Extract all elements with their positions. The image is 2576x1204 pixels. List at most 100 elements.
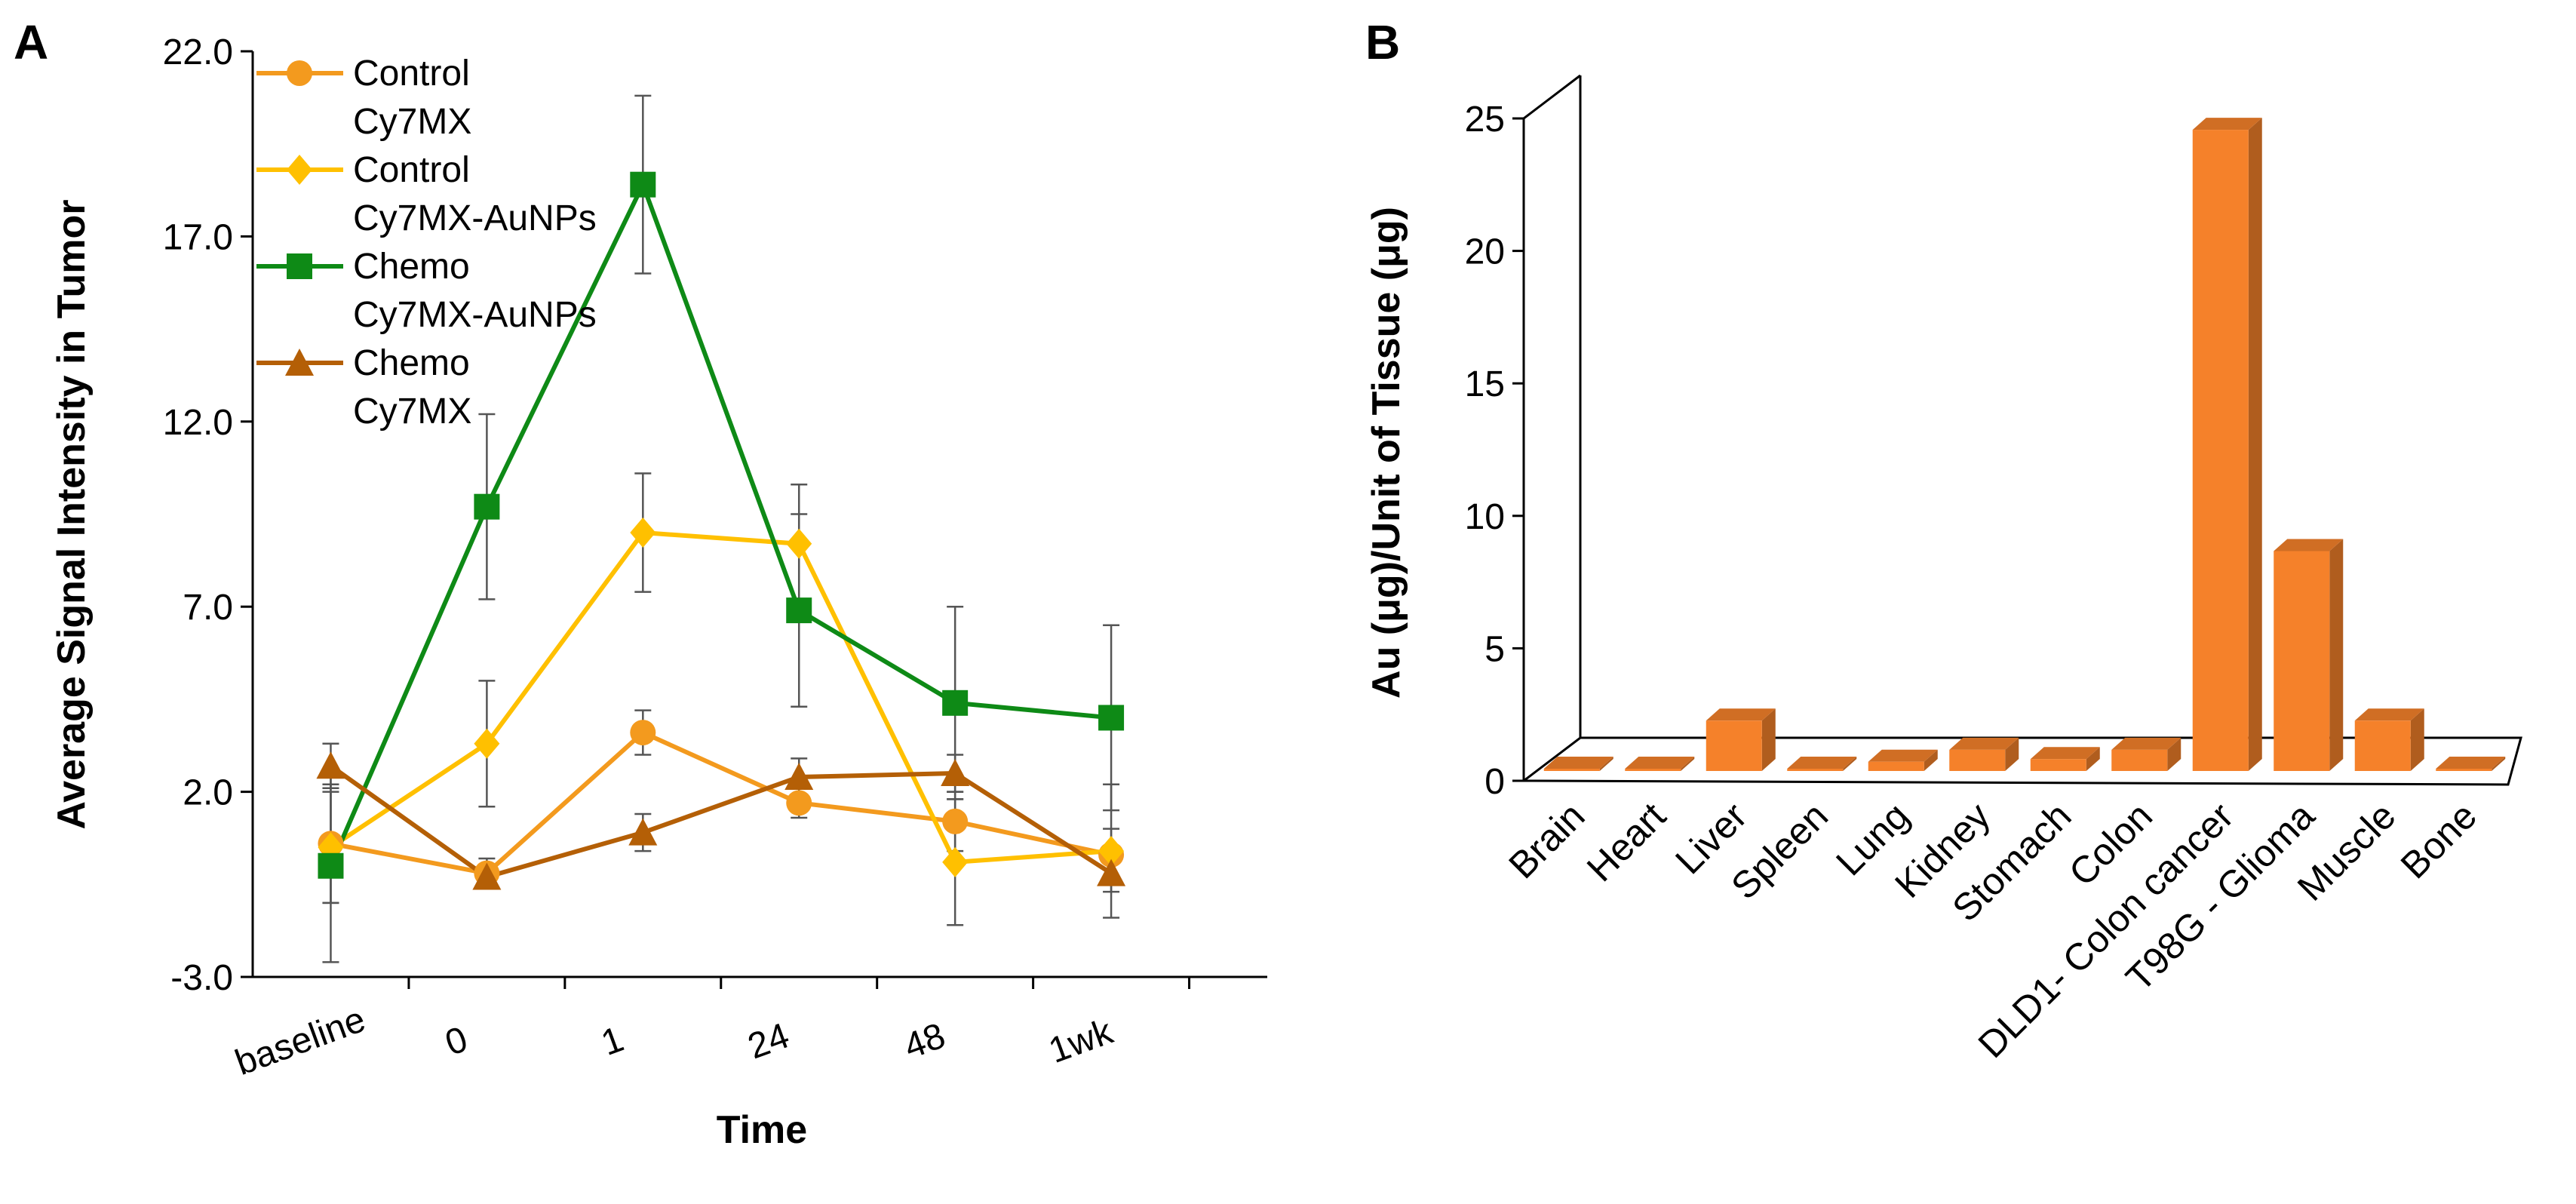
bar-side bbox=[1681, 757, 1695, 771]
x-tick-label: 1wk bbox=[1044, 1012, 1119, 1071]
data-point bbox=[1098, 836, 1125, 867]
y-tick-label: 5 bbox=[1485, 629, 1505, 669]
bar-7 bbox=[2111, 737, 2181, 771]
x-tick-label: 24 bbox=[743, 1015, 794, 1067]
bar-side bbox=[2005, 737, 2019, 771]
x-tick-label: 0 bbox=[440, 1019, 472, 1064]
bar-side bbox=[2086, 747, 2100, 771]
y-tick-label: 25 bbox=[1465, 100, 1505, 140]
series-line-2 bbox=[328, 182, 1112, 867]
data-point bbox=[784, 762, 814, 790]
bar-front bbox=[1706, 720, 1762, 771]
bar-front bbox=[1625, 769, 1681, 771]
legend-marker bbox=[287, 60, 312, 86]
y-tick-label: 10 bbox=[1465, 497, 1505, 537]
bar-8 bbox=[2192, 118, 2262, 771]
y-tick-label: 7.0 bbox=[183, 588, 233, 628]
data-point bbox=[630, 171, 656, 198]
bar-front bbox=[1543, 769, 1600, 771]
bar-6 bbox=[2030, 747, 2100, 771]
legend-marker bbox=[287, 253, 312, 279]
data-point bbox=[630, 518, 656, 548]
data-point bbox=[472, 862, 502, 890]
y-tick-label: 15 bbox=[1465, 364, 1505, 404]
data-point bbox=[316, 751, 345, 779]
bar-5 bbox=[1949, 737, 2019, 771]
bar-9 bbox=[2274, 539, 2344, 771]
data-point bbox=[786, 790, 812, 816]
data-point bbox=[628, 818, 658, 846]
legend-entry-line1: Control bbox=[353, 150, 470, 190]
legend-entry-line1: Chemo bbox=[353, 247, 470, 287]
bar-top bbox=[1868, 749, 1938, 762]
x-tick-label: 48 bbox=[899, 1015, 950, 1067]
bar-top bbox=[2192, 118, 2262, 131]
x-tick-label: 1 bbox=[596, 1019, 628, 1064]
bar-side bbox=[1599, 757, 1613, 771]
bar-side bbox=[2329, 539, 2344, 771]
bar-side bbox=[1843, 757, 1857, 771]
bar-4 bbox=[1868, 749, 1938, 771]
x-tick-label: Brain bbox=[1500, 794, 1592, 886]
series-line-3 bbox=[329, 763, 1113, 880]
bar-side bbox=[1924, 749, 1938, 771]
legend-entry-line1: Control bbox=[353, 54, 470, 94]
bar-side bbox=[2492, 757, 2506, 771]
panel-a-label: A bbox=[14, 15, 48, 69]
bar-front bbox=[2354, 720, 2411, 771]
bar-top bbox=[2354, 708, 2424, 721]
bar-front bbox=[2111, 749, 2168, 771]
bar-3 bbox=[1787, 757, 1857, 771]
data-point bbox=[942, 808, 969, 834]
legend-marker bbox=[285, 349, 314, 376]
data-point bbox=[1097, 858, 1126, 886]
y-tick-label: 22.0 bbox=[163, 32, 233, 72]
bar-top bbox=[2436, 757, 2506, 769]
bar-front bbox=[1949, 749, 2006, 771]
panel-a-x-axis-title: Time bbox=[717, 1108, 807, 1152]
bar-top bbox=[2274, 539, 2344, 551]
data-point bbox=[318, 852, 344, 879]
bar-2 bbox=[1706, 708, 1776, 771]
y-tick-label: 0 bbox=[1485, 762, 1505, 802]
bar-side bbox=[2410, 708, 2424, 771]
bar-top bbox=[1787, 757, 1857, 769]
legend-marker bbox=[287, 155, 312, 185]
bar-side bbox=[1761, 708, 1776, 771]
bar-1 bbox=[1625, 757, 1695, 771]
data-point bbox=[474, 728, 500, 759]
y-tick-label: -3.0 bbox=[170, 958, 233, 998]
panel-b-top-edge bbox=[1523, 74, 1581, 120]
data-point bbox=[786, 528, 812, 559]
y-tick-label: 17.0 bbox=[163, 217, 233, 257]
x-tick-label: Bone bbox=[2393, 794, 2485, 886]
bar-front bbox=[1787, 769, 1844, 771]
bar-0 bbox=[1543, 757, 1613, 771]
panel-b-y-axis-title: Au (μg)/Unit of Tissue (μg) bbox=[1365, 207, 1408, 699]
legend-entry-line2: Cy7MX bbox=[353, 102, 471, 142]
panel-a-legend: Control Cy7MX Control Cy7MX-AuNPs Chemo Cy7MX… bbox=[256, 54, 597, 432]
y-tick-label: 2.0 bbox=[183, 773, 233, 813]
bar-top bbox=[1543, 757, 1613, 769]
bar-top bbox=[1949, 737, 2019, 750]
bar-top bbox=[1625, 757, 1695, 769]
bar-side bbox=[2167, 737, 2181, 771]
bar-front bbox=[2192, 130, 2249, 771]
legend-entry-line2: Cy7MX-AuNPs bbox=[353, 295, 597, 335]
bar-top bbox=[1706, 708, 1776, 721]
bar-front bbox=[2030, 759, 2086, 771]
bar-front bbox=[1868, 761, 1924, 771]
data-point bbox=[942, 690, 969, 716]
bar-front bbox=[2436, 769, 2492, 771]
legend-entry-line2: Cy7MX bbox=[353, 392, 471, 432]
data-point bbox=[941, 759, 970, 787]
series-line-1 bbox=[329, 530, 1112, 865]
bar-11 bbox=[2436, 757, 2506, 771]
y-tick-label: 20 bbox=[1465, 232, 1505, 272]
panel-a-y-axis-title: Average Signal Intensity in Tumor bbox=[50, 199, 94, 829]
data-point bbox=[1098, 705, 1125, 731]
panel-b-label: B bbox=[1365, 15, 1400, 69]
panel-a: A -3.0 2.0 7.0 12.0 17.0 22.0 baseline 0 1 24 48 1… bbox=[14, 15, 1267, 1152]
